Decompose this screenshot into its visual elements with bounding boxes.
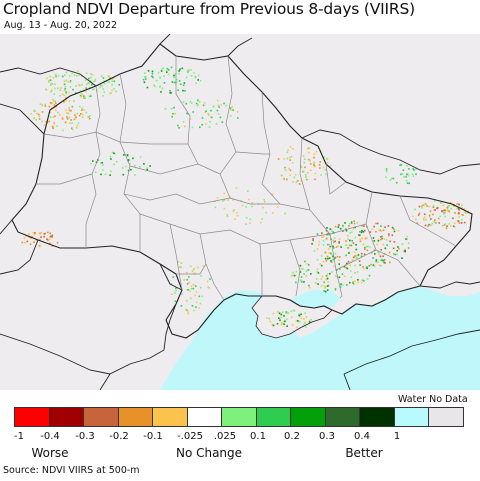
legend-swatch [359, 407, 395, 427]
land-area [0, 34, 480, 390]
legend-swatch [221, 407, 257, 427]
legend-caption-no-change: No Change [175, 446, 243, 460]
legend-swatch [324, 407, 360, 427]
country-borders [0, 34, 480, 390]
legend-tick-label: 1 [393, 431, 401, 442]
legend-tick-label: 0.3 [319, 431, 335, 442]
source-note: Source: NDVI VIIRS at 500-m [3, 465, 140, 476]
legend-caption-worse: Worse [31, 446, 69, 460]
legend-tick-label: -0.4 [40, 431, 60, 442]
legend-swatch [48, 407, 84, 427]
legend-tick-label: 0.4 [354, 431, 370, 442]
legend-swatch [83, 407, 119, 427]
ndvi-speckles [21, 66, 469, 329]
legend-tick-label: -0.3 [75, 431, 95, 442]
legend-caption-better: Better [345, 446, 383, 460]
date-range: Aug. 13 - Aug. 20, 2022 [4, 20, 118, 31]
legend-tick-label: -1 [14, 431, 24, 442]
legend-tick-label: 0.2 [284, 431, 300, 442]
legend-swatch [117, 407, 153, 427]
legend-tick-label: -0.1 [143, 431, 163, 442]
legend-tick-label: .025 [213, 431, 237, 442]
legend-swatch [290, 407, 326, 427]
legend-tick-label: 0.1 [250, 431, 266, 442]
legend-swatch [428, 407, 464, 427]
legend-swatch [152, 407, 188, 427]
legend-swatch [186, 407, 222, 427]
ndvi-map [0, 34, 480, 390]
map-title: Cropland NDVI Departure from Previous 8-… [3, 0, 415, 18]
legend-swatch [14, 407, 50, 427]
legend-tick-label: -0.2 [109, 431, 129, 442]
water-no-data-label: Water No Data [398, 394, 468, 405]
legend-swatch [255, 407, 291, 427]
legend-tick-label: -.025 [177, 431, 203, 442]
oblast-boundaries [36, 55, 457, 301]
legend: Water No Data -1 -0.4 -0.3 -0.2 -0.1 -.025 .02… [0, 394, 480, 464]
ukraine-border [11, 43, 473, 339]
legend-swatch [393, 407, 429, 427]
